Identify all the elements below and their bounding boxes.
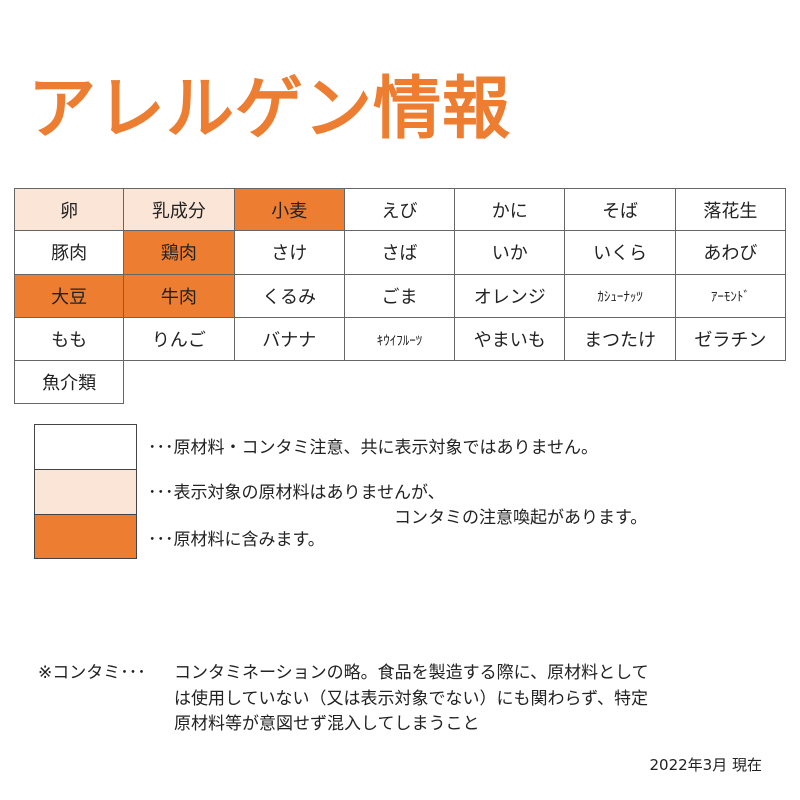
allergen-cell: ごま [344, 274, 456, 318]
allergen-cell: さば [344, 231, 456, 275]
allergen-cell: えび [344, 188, 456, 232]
allergen-cell: そば [565, 188, 676, 232]
allergen-cell: あわび [675, 231, 786, 275]
legend-text-contamination-2: コンタミの注意喚起があります。 [394, 508, 648, 528]
allergen-cell: 大豆 [14, 274, 125, 318]
allergen-cell: ゼラチン [675, 317, 786, 362]
allergen-table: 卵乳成分 小麦 えび かに そば 落花生豚肉 鶏肉 さけ さば いか いくら あわび大豆 牛肉 くるみ ごま… [14, 188, 786, 405]
note-line-1: コンタミネーションの略。食品を製造する際に、原材料として [174, 663, 649, 683]
note-line-2: は使用していない（又は表示対象でない）にも関わらず、特定 [174, 689, 648, 709]
allergen-cell: やまいも [455, 317, 566, 362]
allergen-cell: さけ [234, 231, 345, 275]
note-line-3: 原材料等が意図せず混入してしまうこと [174, 714, 480, 734]
allergen-cell: 落花生 [675, 188, 786, 232]
legend-text-contains: ･･･原材料に含みます。 [148, 530, 325, 550]
legend-text-none: ･･･原材料・コンタミ注意、共に表示対象ではありません。 [148, 438, 598, 458]
allergen-cell: 鶏肉 [124, 231, 235, 275]
allergen-cell: ｷｳｲﾌﾙｰﾂ [344, 317, 456, 362]
allergen-cell: オレンジ [455, 274, 566, 318]
legend-text-contamination-1: ･･･表示対象の原材料はありませんが、 [148, 483, 445, 503]
allergen-cell: バナナ [234, 317, 345, 362]
allergen-cell: まつたけ [565, 317, 676, 362]
page-title: アレルゲン情報 [28, 70, 512, 149]
date-stamp: 2022年3月 現在 [649, 756, 763, 774]
allergen-cell: もも [14, 317, 125, 362]
allergen-cell: 卵 [14, 188, 125, 232]
allergen-cell: ｱｰﾓﾝﾄﾞ [675, 274, 786, 318]
allergen-cell: 乳成分 [124, 188, 235, 232]
allergen-cell: かに [455, 188, 566, 232]
allergen-cell: ｶｼｭｰﾅｯﾂ [565, 274, 676, 318]
legend-swatch-none [34, 424, 137, 470]
allergen-cell: 魚介類 [14, 361, 125, 405]
allergen-cell: 牛肉 [124, 274, 235, 318]
allergen-cell: いくら [565, 231, 676, 275]
legend-swatch-contains [34, 514, 137, 559]
allergen-cell: 小麦 [234, 188, 345, 232]
allergen-cell: いか [455, 231, 566, 275]
legend-swatch-contamination [34, 469, 137, 515]
allergen-cell: 豚肉 [14, 231, 125, 275]
note-label: ※コンタミ･･･ [38, 663, 146, 683]
allergen-cell: りんご [124, 317, 235, 362]
allergen-cell: くるみ [234, 274, 345, 318]
